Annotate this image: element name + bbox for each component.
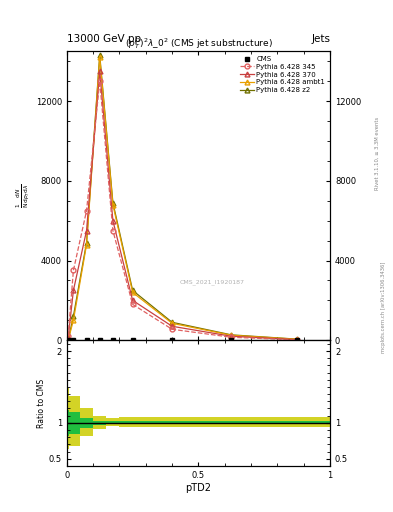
Pythia 6.428 z2 (170, 319, 174, 326)
Pythia 6.428 345 (229, 334, 234, 340)
Pythia 6.428 z2 (66, 337, 70, 344)
Pythia 6.428 345 (295, 337, 299, 343)
Line: CMS: CMS (66, 338, 299, 343)
CMS (84, 337, 89, 344)
Title: $(p_T^D)^2\lambda\_0^2$ (CMS jet substructure): $(p_T^D)^2\lambda\_0^2$ (CMS jet substru… (125, 36, 272, 51)
Bar (198, 417, 264, 427)
Text: mcplots.cern.ch [arXiv:1306.3436]: mcplots.cern.ch [arXiv:1306.3436] (381, 262, 386, 353)
Pythia 6.428 z2 (110, 200, 115, 206)
Line: Pythia 6.428 ambt1: Pythia 6.428 ambt1 (66, 55, 299, 343)
CMS (295, 337, 299, 344)
Bar (93, 421, 106, 425)
Bar (106, 418, 119, 426)
Pythia 6.428 370 (295, 336, 299, 343)
Pythia 6.428 370 (130, 297, 135, 304)
Pythia 6.428 z2 (130, 287, 135, 293)
Pythia 6.428 345 (66, 333, 70, 339)
Pythia 6.428 z2 (84, 240, 89, 246)
Pythia 6.428 370 (110, 218, 115, 224)
CMS (130, 337, 135, 344)
Pythia 6.428 ambt1 (97, 54, 102, 60)
Bar (93, 416, 106, 429)
Bar (80, 418, 93, 428)
Pythia 6.428 ambt1 (71, 317, 76, 324)
Pythia 6.428 ambt1 (130, 289, 135, 295)
Bar (146, 421, 198, 424)
Bar (80, 409, 93, 436)
Pythia 6.428 345 (97, 78, 102, 84)
Text: 13000 GeV pp: 13000 GeV pp (67, 33, 141, 44)
Pythia 6.428 z2 (295, 336, 299, 342)
Bar (70, 396, 80, 446)
CMS (110, 337, 115, 344)
Bar (198, 421, 264, 424)
Legend: CMS, Pythia 6.428 345, Pythia 6.428 370, Pythia 6.428 ambt1, Pythia 6.428 z2: CMS, Pythia 6.428 345, Pythia 6.428 370,… (238, 55, 327, 94)
Text: Rivet 3.1.10, ≥ 3.3M events: Rivet 3.1.10, ≥ 3.3M events (375, 117, 380, 190)
CMS (71, 337, 76, 344)
X-axis label: pTD2: pTD2 (185, 482, 211, 493)
Pythia 6.428 ambt1 (170, 320, 174, 326)
Text: Jets: Jets (311, 33, 330, 44)
Bar (67, 389, 70, 450)
Y-axis label: Ratio to CMS: Ratio to CMS (37, 378, 46, 428)
Pythia 6.428 370 (229, 333, 234, 339)
Pythia 6.428 z2 (71, 313, 76, 319)
Pythia 6.428 370 (66, 335, 70, 342)
Text: CMS_2021_I1920187: CMS_2021_I1920187 (179, 280, 244, 285)
Bar (67, 410, 70, 436)
Line: Pythia 6.428 345: Pythia 6.428 345 (66, 79, 299, 343)
Pythia 6.428 ambt1 (66, 337, 70, 344)
Pythia 6.428 ambt1 (110, 202, 115, 208)
Pythia 6.428 ambt1 (84, 242, 89, 248)
Pythia 6.428 370 (97, 68, 102, 74)
Bar (264, 417, 330, 427)
Pythia 6.428 345 (71, 267, 76, 273)
Line: Pythia 6.428 z2: Pythia 6.428 z2 (66, 53, 299, 343)
Pythia 6.428 345 (130, 301, 135, 307)
Line: Pythia 6.428 370: Pythia 6.428 370 (66, 69, 299, 342)
Y-axis label: $\frac{1}{\mathrm{N}}\frac{\mathrm{d}N}{\mathrm{d}p_T\mathrm{d}\lambda}$: $\frac{1}{\mathrm{N}}\frac{\mathrm{d}N}{… (15, 183, 31, 208)
CMS (170, 337, 174, 344)
Pythia 6.428 z2 (97, 52, 102, 58)
Bar (146, 417, 198, 427)
Pythia 6.428 370 (71, 287, 76, 293)
Bar (119, 417, 146, 427)
Bar (70, 412, 80, 434)
Pythia 6.428 345 (170, 326, 174, 332)
Pythia 6.428 ambt1 (229, 332, 234, 338)
Bar (106, 421, 119, 424)
CMS (97, 337, 102, 344)
Pythia 6.428 370 (84, 227, 89, 233)
CMS (229, 337, 234, 344)
Pythia 6.428 370 (170, 323, 174, 329)
CMS (66, 337, 70, 344)
Pythia 6.428 345 (110, 227, 115, 233)
Bar (264, 421, 330, 424)
Pythia 6.428 z2 (229, 332, 234, 338)
Pythia 6.428 ambt1 (295, 336, 299, 343)
Bar (119, 421, 146, 424)
Pythia 6.428 345 (84, 207, 89, 214)
